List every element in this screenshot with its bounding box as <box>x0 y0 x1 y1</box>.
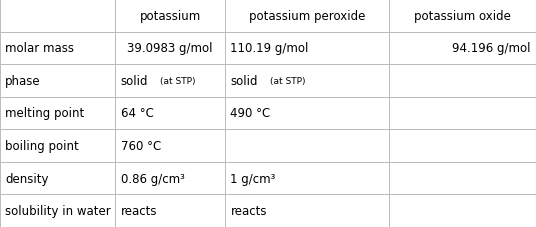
Bar <box>115 130 225 162</box>
Bar <box>225 162 389 195</box>
Text: solid: solid <box>230 75 258 88</box>
Bar <box>115 65 225 97</box>
Text: molar mass: molar mass <box>5 42 75 55</box>
Bar <box>225 0 389 32</box>
Text: potassium oxide: potassium oxide <box>414 10 511 23</box>
Bar <box>389 130 536 162</box>
Text: boiling point: boiling point <box>5 139 79 152</box>
Text: potassium peroxide: potassium peroxide <box>249 10 365 23</box>
Text: 94.196 g/mol: 94.196 g/mol <box>452 42 531 55</box>
Bar <box>389 65 536 97</box>
Bar <box>389 195 536 227</box>
Bar <box>115 0 225 32</box>
Text: 1 g/cm³: 1 g/cm³ <box>230 172 276 185</box>
Text: (at STP): (at STP) <box>270 76 305 86</box>
Bar <box>389 97 536 130</box>
Text: melting point: melting point <box>5 107 85 120</box>
Bar <box>115 97 225 130</box>
Bar <box>0 195 115 227</box>
Bar <box>0 162 115 195</box>
Bar <box>0 130 115 162</box>
Bar <box>225 195 389 227</box>
Bar <box>389 162 536 195</box>
Bar <box>225 97 389 130</box>
Text: solid: solid <box>121 75 148 88</box>
Bar <box>0 0 115 32</box>
Text: 760 °C: 760 °C <box>121 139 161 152</box>
Bar <box>389 32 536 65</box>
Bar <box>225 32 389 65</box>
Text: phase: phase <box>5 75 41 88</box>
Bar <box>0 65 115 97</box>
Text: density: density <box>5 172 49 185</box>
Bar <box>389 0 536 32</box>
Bar <box>0 97 115 130</box>
Text: (at STP): (at STP) <box>160 76 195 86</box>
Bar <box>225 65 389 97</box>
Text: 490 °C: 490 °C <box>230 107 271 120</box>
Bar <box>0 32 115 65</box>
Text: 0.86 g/cm³: 0.86 g/cm³ <box>121 172 184 185</box>
Bar <box>115 32 225 65</box>
Bar <box>225 130 389 162</box>
Text: 110.19 g/mol: 110.19 g/mol <box>230 42 309 55</box>
Text: solubility in water: solubility in water <box>5 204 111 217</box>
Text: reacts: reacts <box>230 204 267 217</box>
Text: reacts: reacts <box>121 204 157 217</box>
Bar <box>115 162 225 195</box>
Text: 64 °C: 64 °C <box>121 107 153 120</box>
Text: 39.0983 g/mol: 39.0983 g/mol <box>128 42 213 55</box>
Text: potassium: potassium <box>139 10 201 23</box>
Bar <box>115 195 225 227</box>
